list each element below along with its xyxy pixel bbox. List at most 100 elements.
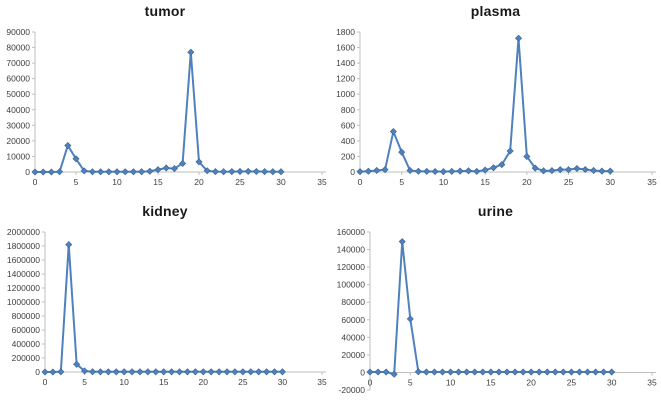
tumor-marker: [252, 168, 260, 176]
urine-marker: [495, 368, 503, 376]
tumor-marker: [39, 168, 47, 176]
urine-y-tick-label: 120000: [337, 262, 366, 272]
plasma-y-tick-label: 1800: [336, 27, 355, 37]
plasma-y-tick-label: 1000: [336, 89, 355, 99]
plasma-y-tick-label: 0: [350, 167, 355, 177]
kidney-x-tick-label: 30: [278, 377, 288, 387]
plasma-marker: [398, 148, 406, 156]
kidney-marker: [176, 368, 184, 376]
kidney-series: [41, 241, 286, 376]
plasma-marker: [414, 167, 422, 175]
kidney-plot-area: 0 200000 400000 600000 800000 1000000 1200000 1…: [7, 227, 327, 387]
kidney-line: [44, 243, 284, 373]
urine-x-tick-label: 30: [607, 377, 617, 387]
plasma-x-tick-label: 15: [480, 177, 490, 187]
plasma-marker: [606, 167, 614, 175]
plasma-line: [359, 37, 612, 173]
chart-urine: urine -20000 0 20000 40000 60000 80000 100000 1…: [330, 200, 661, 400]
urine-x-tick-label: 20: [526, 377, 536, 387]
urine-x-tick-label: 10: [446, 377, 456, 387]
urine-marker: [487, 368, 495, 376]
urine-marker: [398, 238, 406, 246]
urine-marker: [519, 368, 527, 376]
tumor-y-tick-label: 40000: [6, 105, 30, 115]
plasma-marker: [531, 164, 539, 172]
urine-marker: [567, 368, 575, 376]
kidney-x-tick-label: 25: [238, 377, 248, 387]
tumor-marker: [31, 168, 39, 176]
urine-y-tick-label: 0: [360, 367, 365, 377]
plasma-marker: [598, 167, 606, 175]
urine-marker: [608, 368, 616, 376]
tumor-x-tick-label: 10: [112, 177, 122, 187]
kidney-marker: [144, 368, 152, 376]
kidney-marker: [199, 368, 207, 376]
urine-marker: [575, 368, 584, 376]
tumor-marker: [154, 166, 162, 174]
kidney-marker: [88, 368, 97, 376]
kidney-marker: [57, 368, 65, 376]
urine-y-tick-label: 20000: [341, 350, 365, 360]
tumor-marker: [138, 168, 146, 176]
urine-marker: [584, 368, 592, 376]
chart-tumor: tumor 0 10000 20000 30000 40000 50000 60000 700…: [0, 0, 330, 200]
urine-y-tick-label: 140000: [337, 245, 366, 255]
urine-marker: [422, 368, 430, 376]
plasma-marker: [590, 166, 598, 174]
kidney-marker: [96, 368, 104, 376]
kidney-y-tick-label: 1200000: [7, 283, 40, 293]
urine-marker: [527, 368, 535, 376]
kidney-marker: [65, 241, 73, 249]
urine-marker: [438, 368, 447, 376]
urine-marker: [447, 368, 455, 376]
kidney-marker: [152, 368, 160, 376]
plasma-marker: [581, 165, 589, 174]
plasma-y-tick-label: 1200: [336, 74, 355, 84]
plasma-marker: [456, 167, 464, 175]
tumor-y-tick-label: 10000: [6, 151, 30, 161]
plasma-x-tick-label: 30: [606, 177, 616, 187]
urine-marker: [414, 368, 422, 376]
tumor-marker: [195, 158, 203, 166]
kidney-marker: [104, 368, 112, 376]
kidney-x-tick-label: 0: [43, 377, 48, 387]
tumor-marker: [72, 155, 80, 163]
plasma-marker: [514, 34, 523, 42]
plasma-x-tick-label: 20: [522, 177, 532, 187]
tumor-marker: [56, 168, 64, 176]
urine-marker: [543, 368, 551, 376]
kidney-marker: [128, 368, 136, 376]
chart-title-urine: urine: [477, 203, 514, 219]
urine-marker: [600, 368, 608, 376]
kidney-marker: [49, 368, 57, 376]
tumor-marker: [228, 168, 236, 176]
tumor-marker: [269, 168, 277, 176]
urine-y-tick-label: 160000: [337, 227, 366, 237]
kidney-y-tick-label: 800000: [12, 311, 41, 321]
kidney-y-tick-label: 400000: [12, 339, 41, 349]
chart-title-plasma: plasma: [470, 3, 521, 19]
tumor-y-tick-label: 50000: [6, 89, 30, 99]
chart-title-tumor: tumor: [144, 3, 186, 19]
kidney-y-tick-label: 1800000: [7, 241, 40, 251]
tumor-x-tick-label: 25: [235, 177, 245, 187]
plasma-marker: [481, 166, 489, 174]
kidney-marker: [112, 368, 120, 376]
plasma-axes: 0 200 400 600 800 1000 1200 1400 1600 1800 0 5 10 15 2…: [336, 27, 657, 187]
kidney-y-tick-label: 1600000: [7, 255, 40, 265]
tumor-marker: [236, 167, 244, 175]
tumor-y-tick-label: 90000: [6, 27, 30, 37]
urine-marker: [511, 368, 519, 376]
kidney-marker: [160, 368, 168, 376]
plasma-marker: [423, 167, 431, 175]
plasma-marker: [439, 168, 447, 176]
tumor-y-tick-label: 20000: [6, 136, 30, 146]
urine-x-tick-label: 35: [647, 377, 657, 387]
tumor-marker: [261, 168, 269, 176]
tumor-marker: [121, 168, 129, 176]
tumor-x-tick-label: 5: [74, 177, 79, 187]
plasma-marker: [381, 166, 389, 174]
kidney-y-tick-label: 200000: [12, 353, 41, 363]
urine-y-tick-label: -20000: [339, 385, 366, 395]
